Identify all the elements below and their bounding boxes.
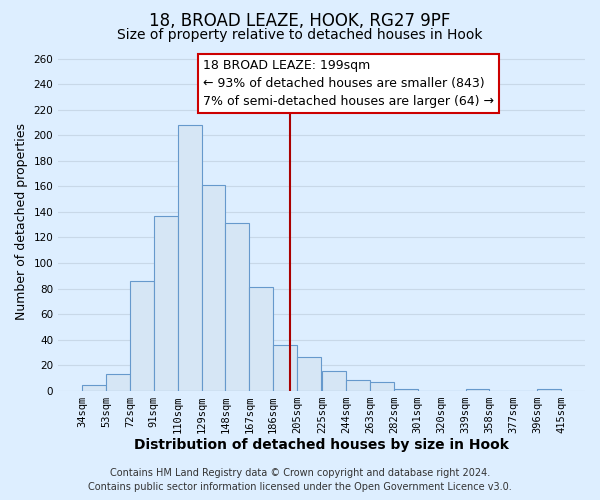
Bar — [273, 344, 297, 391]
Bar — [226, 224, 249, 390]
Text: 18 BROAD LEAZE: 199sqm
← 93% of detached houses are smaller (843)
7% of semi-det: 18 BROAD LEAZE: 199sqm ← 93% of detached… — [203, 59, 494, 108]
Bar — [202, 185, 226, 390]
Bar — [130, 281, 154, 390]
Bar — [178, 125, 202, 390]
Bar — [370, 382, 394, 390]
Text: Contains HM Land Registry data © Crown copyright and database right 2024.
Contai: Contains HM Land Registry data © Crown c… — [88, 468, 512, 492]
Text: 18, BROAD LEAZE, HOOK, RG27 9PF: 18, BROAD LEAZE, HOOK, RG27 9PF — [149, 12, 451, 30]
Bar — [249, 287, 273, 391]
Bar — [154, 216, 178, 390]
X-axis label: Distribution of detached houses by size in Hook: Distribution of detached houses by size … — [134, 438, 509, 452]
Bar — [82, 386, 106, 390]
Text: Size of property relative to detached houses in Hook: Size of property relative to detached ho… — [117, 28, 483, 42]
Y-axis label: Number of detached properties: Number of detached properties — [15, 123, 28, 320]
Bar — [322, 372, 346, 390]
Bar — [106, 374, 130, 390]
Bar — [297, 358, 321, 390]
Bar — [346, 380, 370, 390]
